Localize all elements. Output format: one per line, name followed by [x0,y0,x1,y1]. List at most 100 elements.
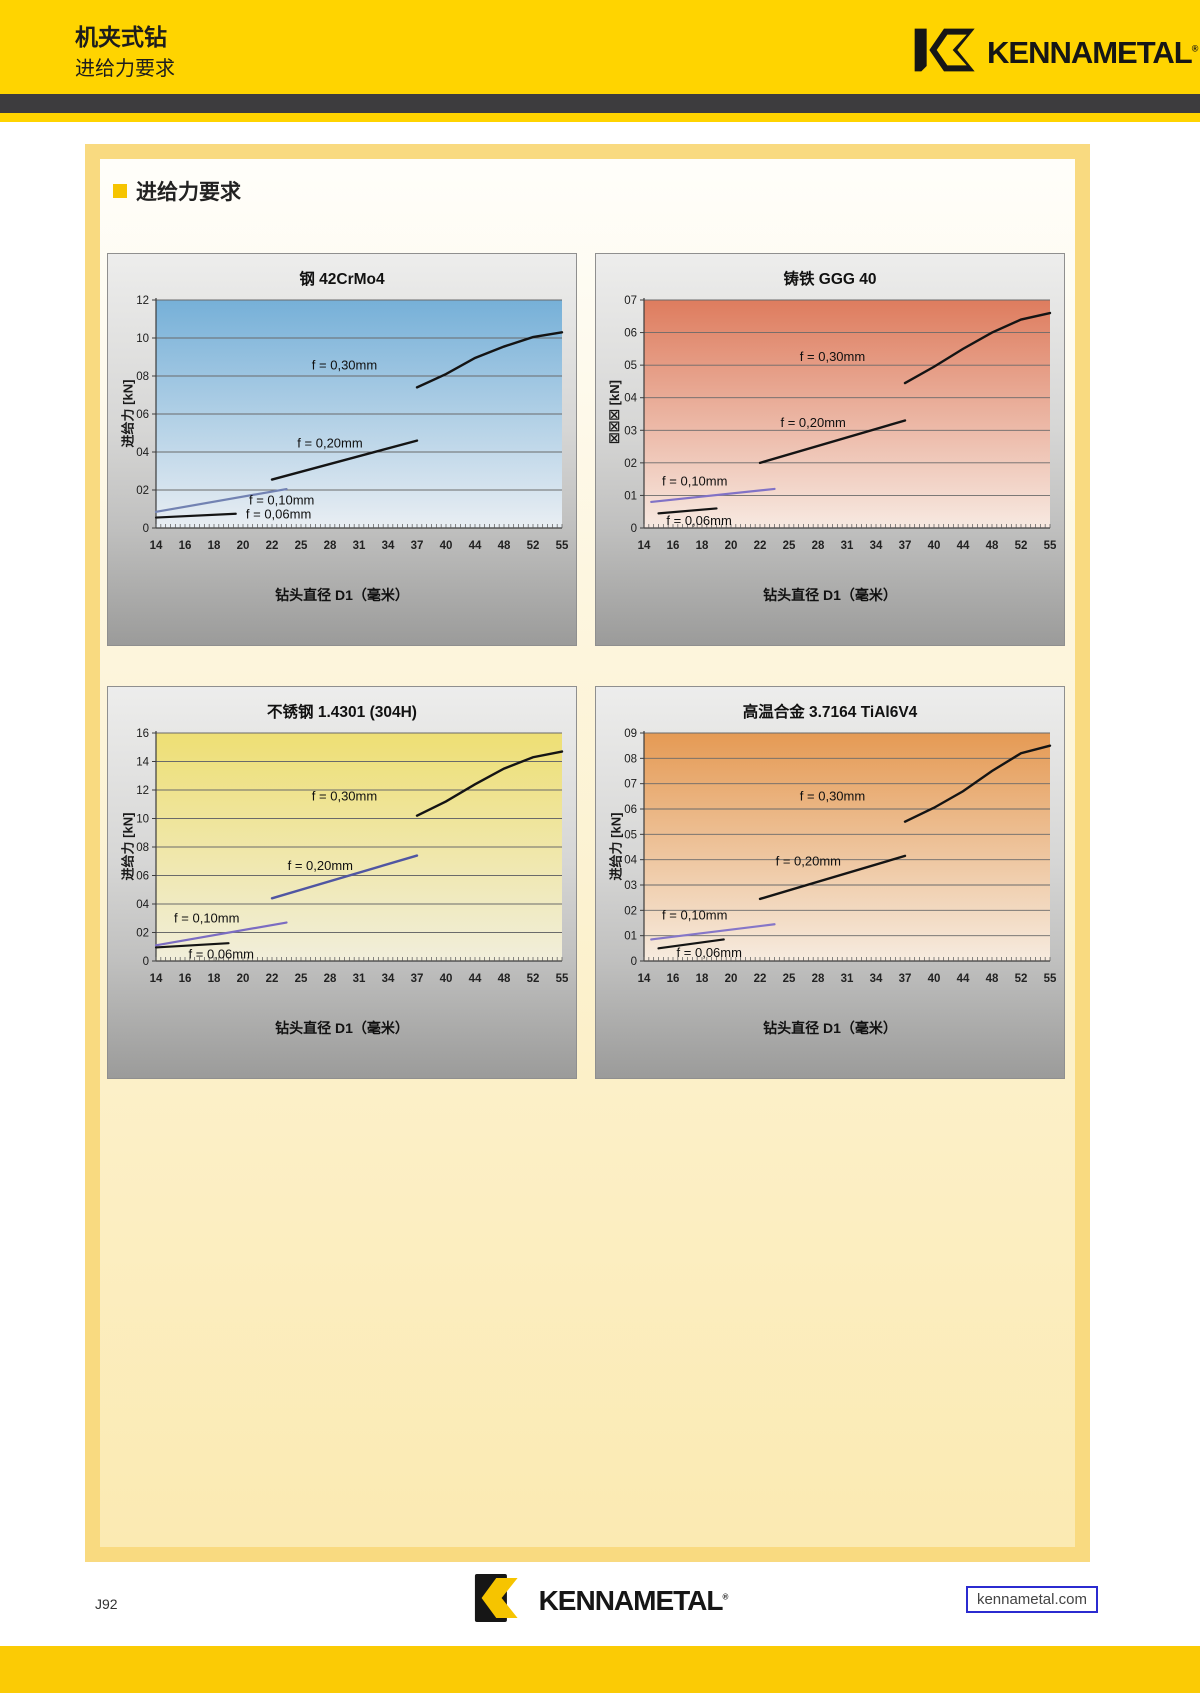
y-tick-label: 08 [136,842,149,854]
y-tick-label: 03 [624,425,637,437]
series-line [270,854,419,900]
x-tick-label: 34 [382,973,395,985]
y-tick-label: 16 [136,728,149,740]
series-label: f = 0,10mm [249,492,314,507]
y-tick-label: 01 [624,490,637,502]
y-tick-label: 05 [624,829,637,841]
x-tick-label: 55 [1044,973,1056,985]
x-tick-label: 34 [870,973,883,985]
x-tick-label: 52 [527,973,540,985]
y-tick-label: 14 [136,757,149,769]
x-tick-label: 34 [382,540,395,552]
series-line [154,487,288,513]
x-tick-label: 55 [556,540,568,552]
x-tick-label: 37 [899,973,912,985]
x-tick-label: 44 [469,540,482,552]
section-heading: 进给力要求 [100,159,1075,206]
x-tick-label: 18 [208,540,221,552]
y-axis-title: ☒☒☒ [kN] [607,380,622,444]
plot-background [644,733,1050,961]
y-tick-label: 06 [624,804,637,816]
x-tick-label: 31 [353,540,366,552]
x-tick-label: 40 [928,973,941,985]
x-tick-label: 20 [237,973,250,985]
series-label: f = 0,20mm [297,435,362,450]
kennametal-com-link[interactable]: kennametal.com [965,1586,1098,1613]
bottom-yellow-bar [0,1646,1200,1693]
chart-card-stainless-1-4301: 不锈钢 1.4301 (304H) 进给力 [kN] 0 02 04 06 08 10 12… [107,686,577,1079]
x-tick-label: 34 [870,540,883,552]
y-tick-label: 04 [624,393,637,405]
series-label: f = 0,30mm [312,788,377,803]
x-tick-label: 48 [986,973,999,985]
x-tick-label: 28 [812,540,825,552]
chart-card-superalloy-tial6v4: 高温合金 3.7164 TiAl6V4 进给力 [kN] 0 01 02 03 04 05… [595,686,1065,1079]
series-line [154,921,288,947]
kennametal-logo-header: KENNAMETAL® [903,22,1199,83]
section-title: 进给力要求 [136,181,241,204]
series-line [650,487,776,504]
registered-mark: ® [1191,43,1199,54]
series-line [758,419,907,465]
series-line [650,923,776,941]
kennametal-logo-footer: KENNAMETAL® [473,1570,728,1631]
x-tick-label: 14 [150,540,163,552]
y-tick-label: 04 [136,447,149,459]
x-axis-title: 钻头直径 D1（毫米） [763,1020,897,1036]
chart-title: 不锈钢 1.4301 (304H) [267,704,417,721]
x-tick-label: 44 [957,540,970,552]
y-tick-label: 0 [631,523,637,535]
x-tick-label: 44 [957,973,970,985]
y-tick-label: 02 [624,905,637,917]
x-axis-title: 钻头直径 D1（毫米） [763,587,897,603]
x-tick-label: 52 [527,540,540,552]
x-tick-label: 48 [986,540,999,552]
registered-mark: ® [722,1592,729,1602]
chart-title: 铸铁 GGG 40 [783,271,877,288]
x-tick-label: 25 [783,973,796,985]
x-tick-label: 25 [295,973,308,985]
series-line [154,512,237,519]
x-tick-label: 31 [841,973,854,985]
y-tick-label: 07 [624,779,637,791]
y-tick-label: 04 [624,855,637,867]
x-tick-label: 40 [440,973,453,985]
y-tick-label: 0 [631,956,637,968]
header-dark-bar [0,94,1200,113]
x-tick-label: 55 [1044,540,1056,552]
x-tick-label: 37 [411,540,424,552]
x-tick-label: 25 [783,540,796,552]
x-tick-label: 44 [469,973,482,985]
x-tick-label: 52 [1015,973,1028,985]
content-panel: 进给力要求 钢 42CrMo4 进给力 [kN] 0 02 04 06 08 10 12 14… [100,159,1075,1547]
brand-wordmark: KENNAMETAL® [987,34,1199,70]
y-axis-title: 进给力 [kN] [120,379,136,448]
x-tick-label: 14 [638,540,651,552]
x-tick-label: 37 [411,973,424,985]
x-tick-label: 48 [498,973,511,985]
x-tick-label: 20 [725,973,738,985]
y-tick-label: 08 [136,371,149,383]
y-axis-title: 进给力 [kN] [120,812,136,881]
series-label: f = 0,06mm [677,945,742,960]
series-label: f = 0,30mm [800,349,865,364]
chart-title: 高温合金 3.7164 TiAl6V4 [742,704,918,721]
y-tick-label: 04 [136,899,149,911]
y-tick-label: 02 [624,458,637,470]
chart-card-cast-iron-ggg40: 铸铁 GGG 40 ☒☒☒ [kN] 0 01 02 03 04 05 06 07 14 16 18… [595,253,1065,646]
x-tick-label: 40 [440,540,453,552]
y-tick-label: 0 [143,956,149,968]
series-label: f = 0,06mm [666,513,731,528]
series-label: f = 0,30mm [800,788,865,803]
x-tick-label: 28 [812,973,825,985]
y-tick-label: 07 [624,295,637,307]
y-tick-label: 05 [624,360,637,372]
chart-title: 钢 42CrMo4 [299,271,385,288]
x-tick-label: 16 [179,540,192,552]
x-tick-label: 18 [696,973,709,985]
page-number: J92 [95,1596,118,1612]
series-label: f = 0,20mm [780,415,845,430]
charts-grid: 钢 42CrMo4 进给力 [kN] 0 02 04 06 08 10 12 14 16 18 20… [100,253,1075,1079]
y-tick-label: 10 [136,333,149,345]
series-label: f = 0,10mm [174,910,239,925]
